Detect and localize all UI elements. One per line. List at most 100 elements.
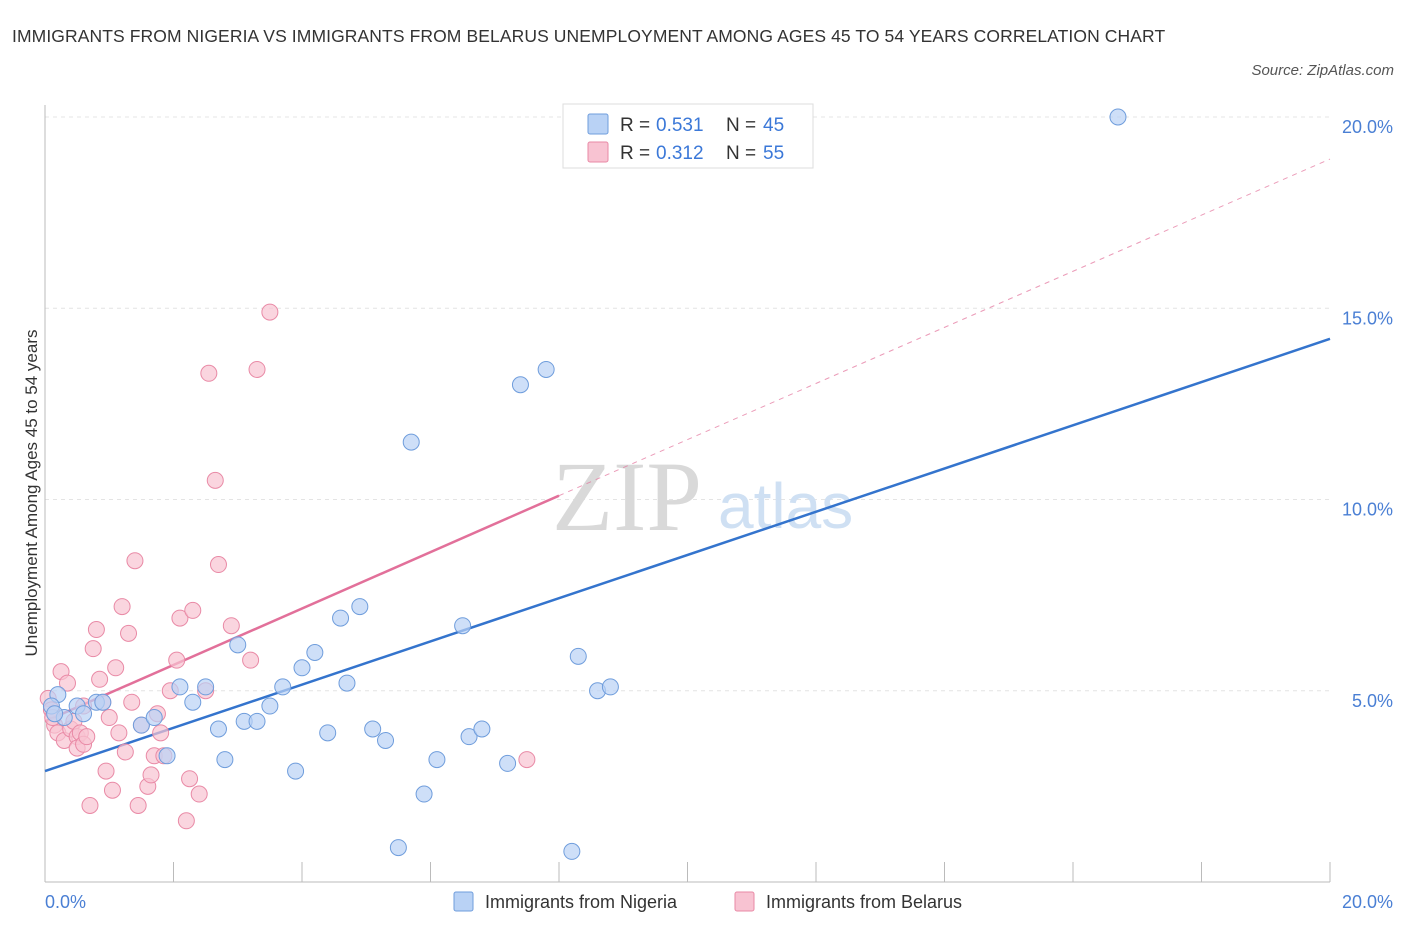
legend-nigeria-r-value: 0.531 [656, 115, 704, 136]
legend-belarus-n-label: N = [726, 143, 756, 164]
point-belarus-47 [209, 556, 227, 574]
data-points [39, 108, 1127, 860]
point-belarus-42 [184, 601, 202, 619]
point-nigeria-4 [75, 705, 93, 723]
source-label: Source: ZipAtlas.com [1251, 62, 1394, 79]
series-legend-belarus-swatch [734, 891, 755, 912]
legend-belarus-n-value: 55 [763, 143, 784, 164]
point-belarus-24 [113, 598, 131, 616]
point-belarus-39 [171, 609, 189, 627]
chart-title: IMMIGRANTS FROM NIGERIA VS IMMIGRANTS FR… [12, 26, 1166, 46]
point-belarus-49 [242, 651, 260, 669]
point-nigeria-36 [499, 754, 517, 772]
point-belarus-50 [248, 360, 266, 378]
point-belarus-48 [222, 617, 240, 635]
point-belarus-29 [129, 797, 147, 814]
point-belarus-16 [87, 621, 105, 639]
point-nigeria-23 [319, 724, 337, 742]
point-nigeria-32 [428, 751, 446, 769]
point-nigeria-24 [332, 609, 350, 627]
legend-nigeria-n-value: 45 [763, 115, 784, 136]
x-tick-labels: 0.0% 20.0% [45, 892, 1393, 912]
point-belarus-20 [100, 709, 118, 727]
legend-belarus-swatch [587, 141, 609, 163]
point-nigeria-13 [209, 720, 227, 738]
point-nigeria-17 [248, 712, 266, 730]
point-belarus-45 [200, 364, 218, 382]
point-belarus-46 [206, 471, 224, 489]
trend-lines [44, 158, 1331, 773]
point-nigeria-37 [511, 376, 529, 394]
point-belarus-25 [116, 743, 134, 761]
point-nigeria-44 [46, 705, 64, 723]
legend-nigeria-n-label: N = [726, 115, 756, 136]
point-belarus-17 [91, 670, 109, 688]
series-legend-nigeria-swatch [453, 891, 474, 912]
trend-line-belarus-extension [558, 158, 1331, 497]
y-tick-label-1: 10.0% [1342, 500, 1393, 520]
legend-nigeria-r-label: R = [620, 115, 650, 136]
point-nigeria-12 [197, 678, 215, 696]
point-nigeria-40 [569, 647, 587, 665]
correlation-legend: R = 0.531 N = 45 R = 0.312 N = 55 [562, 103, 814, 169]
point-belarus-22 [107, 659, 125, 677]
point-nigeria-25 [338, 674, 356, 692]
point-nigeria-9 [158, 747, 176, 765]
point-belarus-28 [126, 552, 144, 570]
point-belarus-40 [177, 812, 195, 830]
trend-line-belarus [44, 494, 560, 723]
y-tick-label-3: 20.0% [1342, 117, 1393, 137]
point-nigeria-33 [454, 617, 472, 635]
point-belarus-32 [142, 766, 160, 784]
point-nigeria-42 [601, 678, 619, 696]
point-nigeria-43 [1109, 108, 1127, 126]
point-belarus-23 [110, 724, 128, 742]
point-nigeria-20 [287, 762, 305, 780]
point-belarus-15 [84, 640, 102, 658]
axes [44, 105, 1331, 883]
point-nigeria-7 [132, 716, 150, 734]
y-axis-label: Unemployment Among Ages 45 to 54 years [22, 330, 41, 657]
point-belarus-41 [181, 770, 199, 788]
point-nigeria-11 [184, 693, 202, 711]
watermark-zip: ZIP [552, 441, 702, 552]
point-nigeria-30 [402, 433, 420, 451]
series-legend-nigeria-label: Immigrants from Nigeria [485, 892, 678, 912]
point-belarus-27 [123, 693, 141, 711]
point-belarus-19 [97, 762, 115, 780]
point-nigeria-19 [274, 678, 292, 696]
point-nigeria-39 [563, 842, 581, 860]
point-belarus-35 [152, 724, 170, 742]
point-belarus-6 [58, 674, 76, 692]
point-belarus-51 [261, 303, 279, 321]
point-nigeria-27 [364, 720, 382, 738]
point-nigeria-22 [306, 644, 324, 661]
point-nigeria-21 [293, 659, 311, 677]
legend-belarus-r-label: R = [620, 143, 650, 164]
y-tick-label-0: 5.0% [1352, 691, 1393, 711]
point-nigeria-29 [389, 839, 407, 857]
point-belarus-13 [78, 728, 96, 746]
point-nigeria-34 [460, 728, 478, 746]
point-nigeria-8 [145, 709, 163, 727]
legend-belarus-r-value: 0.312 [656, 143, 704, 164]
y-tick-labels: 5.0% 10.0% 15.0% 20.0% [1342, 117, 1393, 711]
series-legend: Immigrants from Nigeria Immigrants from … [453, 891, 962, 912]
point-nigeria-15 [229, 636, 247, 654]
series-legend-belarus-label: Immigrants from Belarus [766, 892, 962, 912]
point-belarus-38 [168, 651, 186, 669]
x-tick-label-0: 0.0% [45, 892, 86, 912]
point-nigeria-10 [171, 678, 189, 696]
point-belarus-43 [190, 785, 208, 803]
trend-line-nigeria [44, 337, 1331, 773]
point-nigeria-28 [377, 731, 395, 749]
point-nigeria-6 [94, 693, 112, 711]
point-nigeria-38 [537, 360, 555, 378]
point-belarus-14 [81, 797, 99, 814]
legend-nigeria-swatch [587, 113, 609, 135]
y-tick-label-2: 15.0% [1342, 308, 1393, 328]
point-nigeria-14 [216, 751, 234, 769]
point-belarus-21 [103, 781, 121, 799]
point-nigeria-35 [473, 720, 491, 738]
